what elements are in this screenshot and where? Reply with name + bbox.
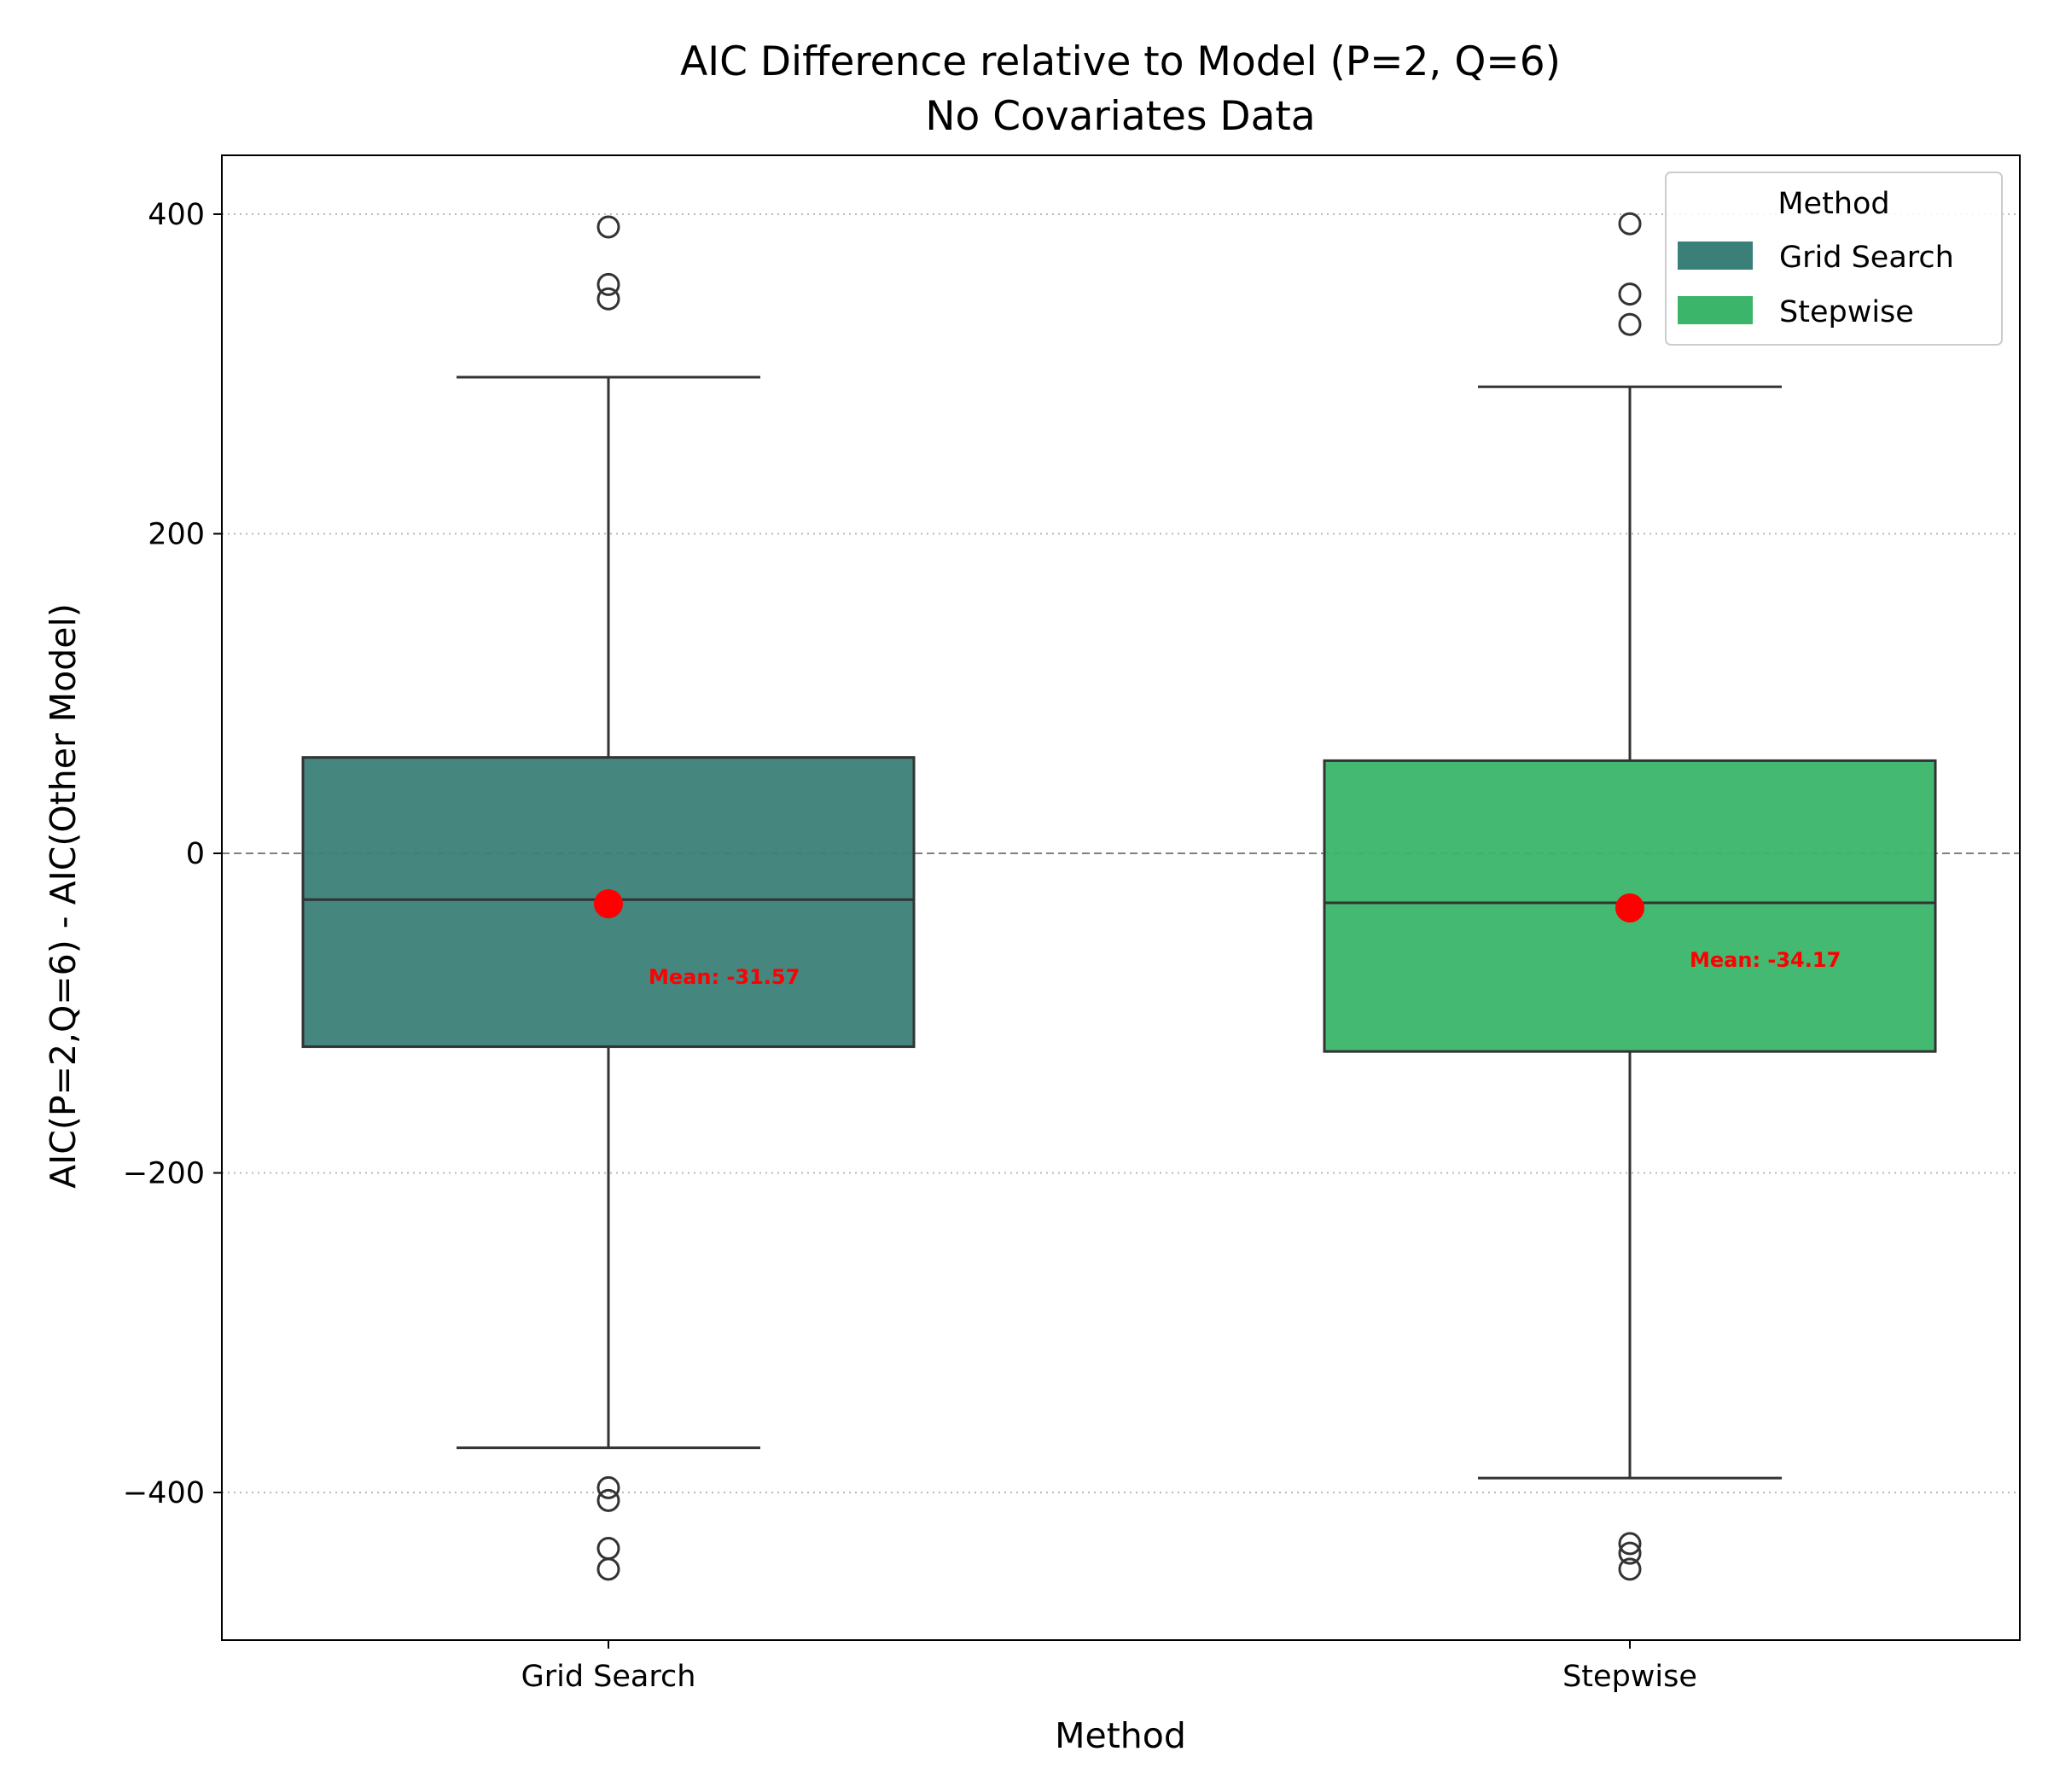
legend-swatch-grid-search [1678,241,1753,270]
y-axis-label: AIC(P=2,Q=6) - AIC(Other Model) [43,603,84,1189]
outlier-point-grid-search-3 [596,1475,620,1499]
legend: Method Grid Search Stepwise [1665,172,2003,346]
y-tick-label-200: 200 [148,518,205,552]
y-tick-label-0: 0 [186,837,205,871]
outlier-point-stepwise-0 [1618,212,1642,236]
outlier-point-stepwise-2 [1618,312,1642,336]
mean-marker-grid-search [594,889,623,919]
legend-label-stepwise: Stepwise [1779,295,1914,329]
outlier-point-grid-search-6 [596,1557,620,1581]
y-tick-label-400: 400 [148,198,205,232]
legend-label-grid-search: Grid Search [1779,241,1954,275]
x-tick-label-grid-search: Grid Search [521,1660,696,1694]
x-axis-label: Method [1055,1715,1186,1756]
x-tick-label-stepwise: Stepwise [1562,1660,1697,1694]
x-axis-ticks: Grid Search Stepwise [521,1640,1697,1694]
outlier-point-stepwise-4 [1618,1541,1642,1565]
chart-subtitle: No Covariates Data [925,93,1315,140]
outlier-point-stepwise-5 [1618,1557,1642,1581]
box-group-stepwise: Mean: -34.17 [1323,212,1937,1581]
plot-area-frame [221,154,2021,1641]
mean-label-stepwise: Mean: -34.17 [1690,948,1841,972]
mean-label-grid-search: Mean: -31.57 [649,965,800,989]
mean-marker-stepwise [1615,893,1644,922]
outlier-point-grid-search-4 [596,1488,620,1512]
y-tick-label-400: −400 [123,1476,205,1510]
y-axis-ticks: −400 −200 0 200 400 [123,198,222,1510]
chart-title: AIC Difference relative to Model (P=2, Q… [680,38,1561,85]
outlier-point-grid-search-1 [596,272,620,296]
box-plots: Mean: -31.57 Mean: -34.17 [301,212,1937,1581]
box-group-grid-search: Mean: -31.57 [301,215,916,1581]
legend-swatch-stepwise [1678,296,1753,324]
y-tick-label-200: −200 [123,1157,205,1191]
outlier-point-stepwise-1 [1618,282,1642,306]
outlier-point-grid-search-2 [596,287,620,311]
legend-title: Method [1777,187,1889,221]
outlier-point-grid-search-0 [596,215,620,239]
outlier-point-stepwise-3 [1618,1532,1642,1556]
